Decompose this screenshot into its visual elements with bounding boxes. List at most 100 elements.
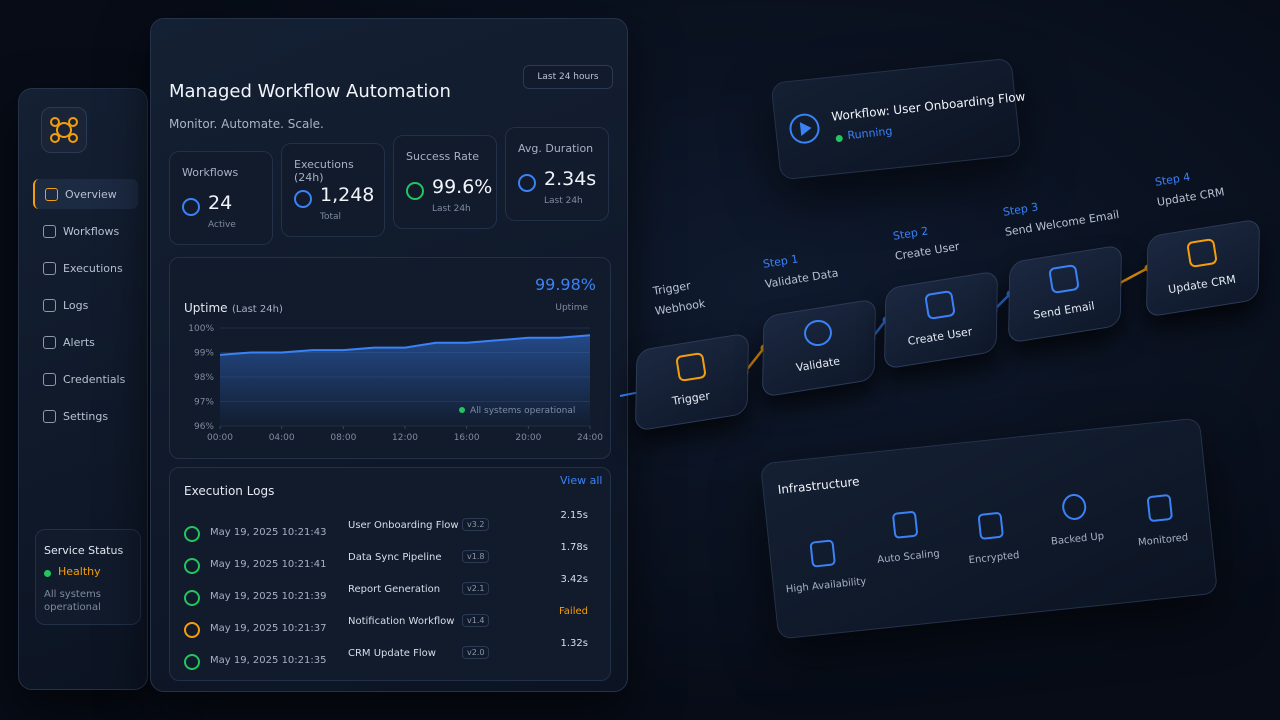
stat-label: Success Rate xyxy=(406,150,479,163)
uptime-title-suffix: (Last 24h) xyxy=(232,304,283,315)
stat-icon xyxy=(518,174,536,192)
header-subtitle: Monitor. Automate. Scale. xyxy=(169,117,324,131)
log-row: May 19, 2025 10:21:43 User Onboarding Flo… xyxy=(170,510,610,550)
nav-icon xyxy=(43,335,56,349)
service-status-state: Healthy xyxy=(58,565,101,578)
y-tick-label: 97% xyxy=(194,398,214,408)
stat-value: 1,248 xyxy=(320,184,375,206)
stat-card: Executions (24h) 1,248 Total xyxy=(281,143,385,237)
x-tick-label: 00:00 xyxy=(207,433,233,443)
status-dot xyxy=(459,407,465,413)
status-icon xyxy=(184,558,200,574)
nav-item[interactable]: Overview xyxy=(33,179,138,209)
log-time: May 19, 2025 10:21:35 xyxy=(210,655,327,666)
uptime-title: Uptime xyxy=(184,301,228,315)
step-icon xyxy=(1048,263,1080,295)
nav-label: Executions xyxy=(63,261,123,275)
nav-icon xyxy=(43,261,56,275)
nav-icon xyxy=(43,298,56,312)
log-time: May 19, 2025 10:21:39 xyxy=(210,591,327,602)
nav-item[interactable]: Workflows xyxy=(33,216,138,246)
stat-value: 99.6% xyxy=(432,176,493,198)
y-tick-label: 100% xyxy=(188,324,214,334)
logo xyxy=(41,107,87,153)
service-status-title: Service Status xyxy=(44,544,124,557)
nav-item[interactable]: Alerts xyxy=(33,327,138,357)
uptime-line xyxy=(219,334,591,356)
infra-item: Encrypted xyxy=(968,549,1021,567)
nav-label: Workflows xyxy=(63,224,120,238)
log-name: CRM Update Flow xyxy=(348,648,436,659)
infra-item: Backed Up xyxy=(1050,531,1105,548)
step-icon xyxy=(924,289,956,321)
log-name: Notification Workflow xyxy=(348,616,455,627)
range-picker[interactable]: Last 24 hours xyxy=(523,65,613,89)
nav-label: Alerts xyxy=(63,335,95,349)
nav-label: Settings xyxy=(63,409,109,423)
log-result: 3.42s xyxy=(560,574,588,585)
play-icon xyxy=(789,113,820,144)
stat-card: Workflows 24 Active xyxy=(169,151,273,245)
stat-icon xyxy=(294,190,312,208)
nav-icon xyxy=(43,409,56,423)
infra-icon xyxy=(809,539,836,568)
y-tick-label: 98% xyxy=(194,373,214,383)
nav-icon xyxy=(43,224,56,238)
uptime-chart: Uptime (Last 24h) 99.98% Uptime 96% 97% 98% 99%… xyxy=(184,275,603,443)
stat-label: Executions (24h) xyxy=(294,158,354,184)
uptime-status: All systems operational xyxy=(470,406,575,416)
infra-item: High Availability xyxy=(785,576,867,596)
connector xyxy=(1117,266,1149,286)
logs-card: Execution Logs View all May 19, 2025 10:… xyxy=(169,467,611,681)
stat-icon xyxy=(406,182,424,200)
log-time: May 19, 2025 10:21:37 xyxy=(210,623,327,634)
stat-label: Avg. Duration xyxy=(518,142,594,155)
x-tick-label: 20:00 xyxy=(515,433,541,443)
y-tick-label: 96% xyxy=(194,422,214,432)
log-version: v2.0 xyxy=(462,646,490,659)
status-icon xyxy=(184,622,200,638)
sidebar: Overview Workflows Executions Logs Alerts Cre… xyxy=(18,88,148,690)
logo-icon xyxy=(50,117,78,143)
log-result: 2.15s xyxy=(560,510,588,521)
infra-item: Monitored xyxy=(1137,532,1189,549)
log-row: May 19, 2025 10:21:41 Data Sync Pipeline v… xyxy=(170,542,610,582)
infrastructure-title: Infrastructure xyxy=(777,474,861,497)
uptime-big-label: Uptime xyxy=(555,303,588,313)
stat-note: Active xyxy=(208,220,236,230)
log-name: Data Sync Pipeline xyxy=(348,552,442,563)
log-name: User Onboarding Flow xyxy=(348,520,459,531)
log-name: Report Generation xyxy=(348,584,441,595)
nav-label: Overview xyxy=(65,187,117,201)
step-icon xyxy=(675,351,707,383)
status-icon xyxy=(184,654,200,670)
x-tick-label: 24:00 xyxy=(577,433,603,443)
y-tick-label: 99% xyxy=(194,349,214,359)
nav-item[interactable]: Executions xyxy=(33,253,138,283)
nav-item[interactable]: Credentials xyxy=(33,364,138,394)
stat-card: Avg. Duration 2.34s Last 24h xyxy=(505,127,609,221)
stat-value: 2.34s xyxy=(544,168,597,190)
nav-icon xyxy=(43,372,56,386)
log-time: May 19, 2025 10:21:41 xyxy=(210,559,327,570)
x-tick-label: 16:00 xyxy=(454,433,480,443)
log-row: May 19, 2025 10:21:39 Report Generation v2… xyxy=(170,574,610,614)
main-panel: Managed Workflow Automation Monitor. Aut… xyxy=(150,18,628,692)
view-all[interactable]: View all xyxy=(560,474,603,487)
stat-note: Last 24h xyxy=(432,204,471,214)
nav-label: Credentials xyxy=(63,372,126,386)
log-version: v1.4 xyxy=(462,614,490,627)
infra-icon xyxy=(977,511,1005,540)
nav-icon xyxy=(45,187,58,201)
log-version: v2.1 xyxy=(462,582,490,595)
workflow-header: Workflow: User Onboarding Flow Running xyxy=(770,57,1026,181)
step-icon xyxy=(1186,237,1218,269)
x-tick-label: 08:00 xyxy=(330,433,356,443)
nav-item[interactable]: Settings xyxy=(33,401,138,431)
log-result: Failed xyxy=(558,606,588,617)
nav-item[interactable]: Logs xyxy=(33,290,138,320)
infra-icon xyxy=(891,510,919,539)
service-status-note: All systems operational xyxy=(44,589,101,613)
stat-icon xyxy=(182,198,200,216)
